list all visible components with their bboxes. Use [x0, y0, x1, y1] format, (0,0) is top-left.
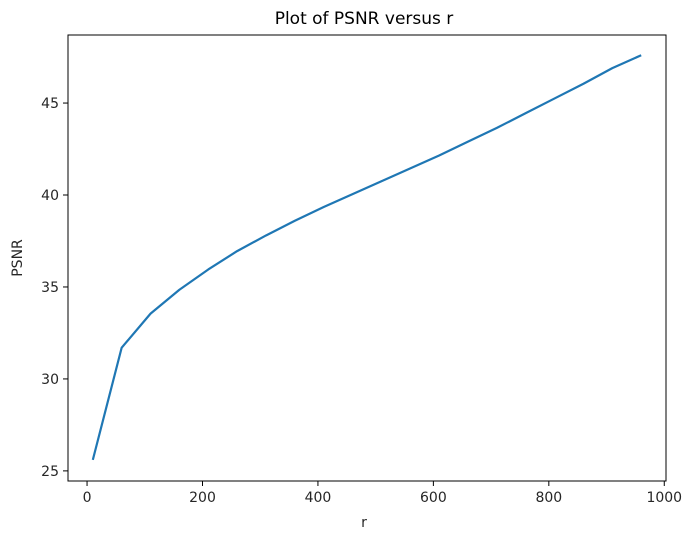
- chart-title: Plot of PSNR versus r: [275, 9, 454, 29]
- x-tick-label: 800: [535, 490, 562, 506]
- y-tick-label: 35: [41, 280, 59, 296]
- plot-background: [68, 35, 666, 481]
- series-layer: [91, 54, 642, 461]
- x-axis-label: r: [361, 515, 367, 531]
- y-axis-label: PSNR: [10, 239, 26, 277]
- y-tick-label: 45: [41, 96, 59, 112]
- y-tick-label: 40: [41, 188, 59, 204]
- x-tick-label: 200: [189, 490, 216, 506]
- plot-frame: [67, 34, 667, 482]
- series-line-0: [91, 54, 642, 461]
- x-tick-label: 0: [83, 490, 92, 506]
- plot-area: [68, 35, 666, 481]
- y-tick-label: 25: [41, 464, 59, 480]
- x-tick-label: 1000: [646, 490, 682, 506]
- y-tick-label: 30: [41, 372, 59, 388]
- axes: 0 200 400 600 800 1000 25 30 35 40 45: [41, 34, 682, 506]
- x-tick-label: 400: [305, 490, 332, 506]
- x-tick-label: 600: [420, 490, 447, 506]
